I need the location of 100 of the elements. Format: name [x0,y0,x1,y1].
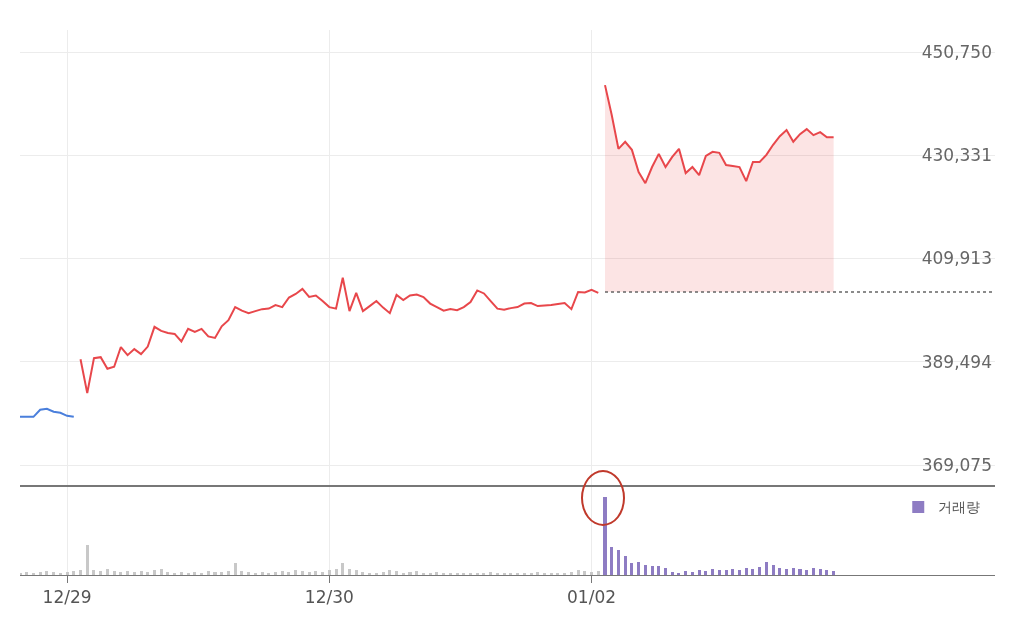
bar [395,571,399,575]
bar [300,571,304,575]
bar [610,546,614,575]
bar [758,567,762,575]
bar [388,570,392,575]
bar [630,563,634,575]
x-tick-label: 12/29 [42,587,92,608]
bar [20,572,22,575]
bar [832,571,836,575]
bar [818,568,822,575]
bar [347,568,351,575]
bar [132,571,136,575]
bar [334,568,338,575]
bar [146,571,150,575]
bar [314,571,318,575]
bar [381,571,385,575]
bar [643,564,647,575]
bar [233,563,237,575]
bar [650,565,654,575]
bar [690,571,694,575]
bar [731,568,735,575]
bar [193,571,197,575]
bar [603,497,607,575]
bar [321,571,325,575]
bar [152,570,156,575]
bar [751,568,755,575]
bar [489,571,493,575]
bar [159,568,163,575]
bar [65,571,69,575]
bar [684,571,688,575]
bar [213,571,217,575]
bar [717,569,721,575]
bar [105,568,109,575]
bar [744,567,748,575]
line-series [79,276,600,395]
bar [791,567,795,575]
bar [240,571,244,575]
bar [166,571,170,575]
bar [52,571,56,575]
bar [220,571,224,575]
bar [260,571,264,575]
bar [341,563,345,575]
y-tick-label: 430,331 [921,145,992,166]
bar [247,571,251,575]
bar [724,570,728,575]
bar [72,571,76,575]
bar [92,570,96,575]
bar [294,570,298,575]
bar [778,567,782,575]
bar [79,570,83,575]
bar [704,571,708,575]
bar [785,568,789,575]
bar [576,570,580,575]
bar [206,571,210,575]
bar [85,545,89,575]
bar [825,570,829,575]
bar [99,571,103,575]
legend-label: 거래량 [938,499,981,516]
bar [583,571,587,575]
bar [536,571,540,575]
bar [590,571,594,575]
bar [226,571,230,575]
bar [569,571,573,575]
bar [274,571,278,575]
bar [657,565,661,575]
bar [798,568,802,575]
bar [764,561,768,575]
y-tick-label: 409,913 [921,248,992,269]
bar [38,571,42,575]
bar [711,568,715,575]
bar [327,570,331,575]
x-tick-label: 12/30 [304,587,354,608]
bar [435,571,439,575]
bar [771,564,775,575]
bar [280,571,284,575]
bar [811,567,815,575]
bar [361,571,365,575]
bar [139,571,143,575]
bar [623,556,627,575]
bar [415,571,419,575]
bar [596,571,600,575]
bar [637,561,641,575]
x-tick-label: 01/02 [567,587,617,608]
bar [408,571,412,575]
bar [179,571,183,575]
bar [670,571,674,575]
bar [697,569,701,575]
bar [354,570,358,575]
bar [45,571,49,575]
bar [25,571,29,575]
y-tick-label: 369,075 [921,454,992,475]
bar [616,550,620,575]
bar [112,571,116,575]
y-tick-label: 389,494 [921,351,992,372]
line-series [20,407,75,418]
bar [119,571,123,575]
bar [307,571,311,575]
y-tick-label: 450,750 [921,41,992,62]
bar [126,571,130,575]
bar [287,571,291,575]
